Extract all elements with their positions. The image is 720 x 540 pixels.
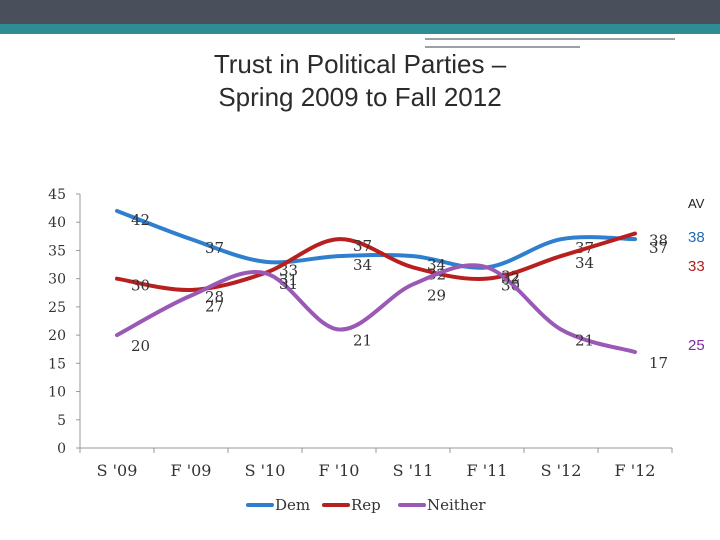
title-line-1: Trust in Political Parties – — [213, 49, 507, 79]
y-tick-label: 40 — [48, 215, 66, 231]
data-label-neither: 20 — [131, 337, 150, 355]
data-label-neither: 27 — [205, 298, 224, 316]
decorative-line — [425, 46, 580, 48]
series-line-dem — [115, 208, 637, 270]
side-value-dem: 38 — [688, 229, 705, 246]
legend-label-rep: Rep — [351, 496, 381, 514]
y-tick-label: 20 — [48, 328, 66, 344]
data-label-neither: 17 — [649, 354, 668, 372]
y-tick-label: 5 — [57, 413, 66, 429]
slide-accent-bar — [0, 24, 720, 34]
x-tick-label: F '10 — [319, 461, 360, 480]
side-panel-header: AV — [688, 196, 705, 211]
x-tick-label: S '11 — [393, 461, 434, 480]
data-label-neither: 21 — [575, 331, 594, 349]
x-tick-label: S '10 — [245, 461, 286, 480]
data-label-neither: 29 — [427, 286, 446, 304]
y-tick-label: 45 — [48, 187, 66, 203]
decorative-line — [425, 38, 675, 40]
title-line-2: Spring 2009 to Fall 2012 — [218, 82, 502, 112]
data-label-dem: 37 — [205, 239, 224, 257]
data-label-rep: 30 — [501, 277, 520, 295]
x-tick-label: F '12 — [615, 461, 656, 480]
data-label-rep: 28 — [205, 288, 224, 306]
legend-label-neither: Neither — [427, 496, 486, 514]
data-label-neither: 32 — [501, 269, 520, 287]
data-label-dem: 37 — [649, 239, 668, 257]
data-label-dem: 42 — [131, 211, 150, 229]
slide-top-bar — [0, 0, 720, 24]
side-value-rep: 33 — [688, 258, 705, 275]
x-tick-label: S '09 — [97, 461, 138, 480]
chart-title: Trust in Political Parties – Spring 2009… — [150, 48, 570, 114]
x-tick-label: F '09 — [171, 461, 212, 480]
x-tick-label: S '12 — [541, 461, 582, 480]
data-label-dem: 34 — [353, 256, 372, 274]
line-chart: 0 5 10 15 20 25 30 35 40 45 S '09 F '09 S '10 F '10 S … — [48, 187, 673, 514]
x-tick-label: F '11 — [467, 461, 508, 480]
data-label-rep: 38 — [649, 232, 668, 250]
y-tick-label: 0 — [57, 441, 66, 457]
data-label-rep: 37 — [353, 237, 372, 255]
data-label-rep: 30 — [131, 277, 150, 295]
data-label-rep: 34 — [575, 254, 594, 272]
data-label-neither: 31 — [279, 275, 298, 293]
legend-label-dem: Dem — [275, 496, 310, 514]
y-tick-label: 30 — [48, 272, 66, 288]
y-tick-label: 10 — [48, 385, 66, 401]
side-value-neither: 25 — [688, 337, 705, 354]
data-label-neither: 21 — [353, 331, 372, 349]
y-tick-label: 25 — [48, 300, 66, 316]
y-tick-label: 15 — [48, 356, 66, 372]
y-tick-label: 35 — [48, 243, 66, 259]
data-label-dem: 34 — [427, 256, 446, 274]
series-line-neither — [115, 263, 637, 355]
